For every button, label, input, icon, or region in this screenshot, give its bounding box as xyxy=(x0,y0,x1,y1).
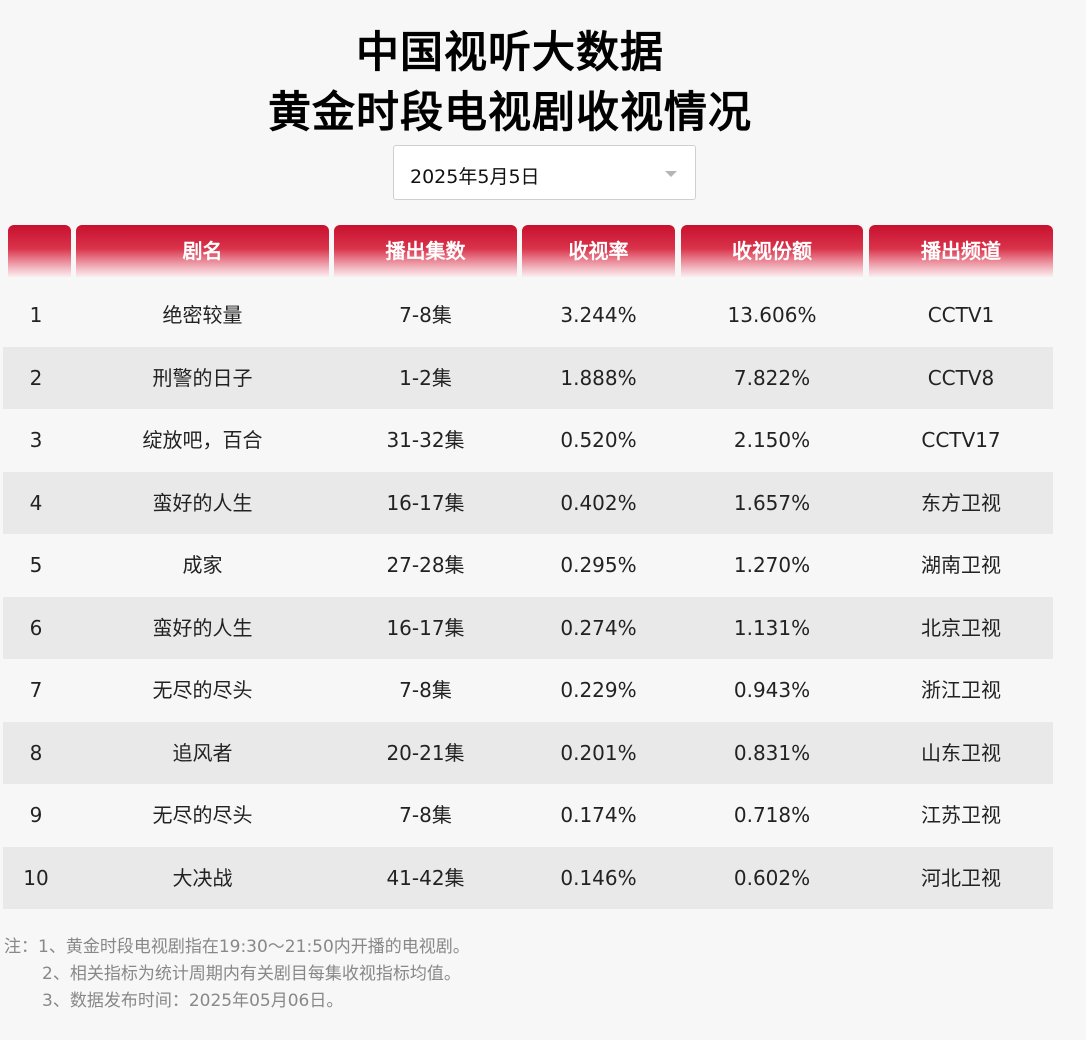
cell-rating: 0.520% xyxy=(560,428,637,452)
note-1: 注：1、黄金时段电视剧指在19:30～21:50内开播的电视剧。 xyxy=(4,937,470,957)
cell-rating: 0.295% xyxy=(560,553,637,577)
cell-channel: 浙江卫视 xyxy=(921,678,1001,702)
cell-rating: 0.274% xyxy=(560,615,637,640)
chevron-down-icon xyxy=(665,171,677,177)
header-episodes: 播出集数 xyxy=(334,225,517,277)
table-row: 5 成家 27-28集 0.295% 1.270% 湖南卫视 xyxy=(3,534,1053,596)
cell-channel: 江苏卫视 xyxy=(921,803,1001,827)
cell-rating: 0.229% xyxy=(560,678,637,702)
table-row: 2 刑警的日子 1-2集 1.888% 7.822% CCTV8 xyxy=(3,346,1053,409)
cell-episodes: 16-17集 xyxy=(386,490,465,515)
cell-episodes: 41-42集 xyxy=(386,865,465,890)
cell-share: 13.606% xyxy=(727,303,817,327)
cell-episodes: 1-2集 xyxy=(399,365,452,390)
notes: 注：1、黄金时段电视剧指在19:30～21:50内开播的电视剧。 2、相关指标为… xyxy=(4,934,470,1015)
cell-title: 成家 xyxy=(182,553,223,577)
cell-rank: 6 xyxy=(29,615,43,640)
cell-rating: 1.888% xyxy=(560,365,637,390)
cell-episodes: 7-8集 xyxy=(399,678,452,702)
cell-title: 追风者 xyxy=(172,740,233,765)
cell-share: 1.270% xyxy=(733,553,811,577)
table-row: 8 追风者 20-21集 0.201% 0.831% 山东卫视 xyxy=(3,721,1053,784)
cell-episodes: 16-17集 xyxy=(386,615,465,640)
cell-share: 7.822% xyxy=(733,365,811,390)
cell-episodes: 7-8集 xyxy=(399,803,452,827)
cell-title: 无尽的尽头 xyxy=(152,803,253,827)
cell-share: 0.602% xyxy=(733,865,811,890)
cell-title: 蛮好的人生 xyxy=(152,615,253,640)
cell-rank: 2 xyxy=(29,365,43,390)
header-channel: 播出频道 xyxy=(869,225,1053,277)
header-rating: 收视率 xyxy=(522,225,675,277)
cell-rank: 5 xyxy=(29,553,43,577)
cell-rating: 0.201% xyxy=(560,740,637,765)
date-select-value: 2025年5月5日 xyxy=(410,166,540,188)
note-3: 3、数据发布时间：2025年05月06日。 xyxy=(42,991,344,1011)
cell-rating: 0.402% xyxy=(560,490,637,515)
cell-share: 2.150% xyxy=(733,428,811,452)
table-row: 7 无尽的尽头 7-8集 0.229% 0.943% 浙江卫视 xyxy=(3,659,1053,721)
cell-title: 大决战 xyxy=(172,865,233,890)
cell-share: 0.831% xyxy=(733,740,811,765)
cell-rating: 3.244% xyxy=(560,303,637,327)
cell-rank: 7 xyxy=(29,678,43,702)
cell-episodes: 7-8集 xyxy=(399,303,452,327)
cell-share: 1.131% xyxy=(733,615,811,640)
cell-share: 0.718% xyxy=(733,803,811,827)
cell-rating: 0.174% xyxy=(560,803,637,827)
cell-rank: 1 xyxy=(29,303,43,327)
cell-channel: 北京卫视 xyxy=(921,615,1001,640)
note-2: 2、相关指标为统计周期内有关剧目每集收视指标均值。 xyxy=(42,964,461,984)
table-row: 1 绝密较量 7-8集 3.244% 13.606% CCTV1 xyxy=(3,284,1053,346)
cell-channel: CCTV8 xyxy=(927,365,995,390)
cell-share: 1.657% xyxy=(733,490,811,515)
cell-rank: 8 xyxy=(29,740,43,765)
table-row: 4 蛮好的人生 16-17集 0.402% 1.657% 东方卫视 xyxy=(3,471,1053,534)
cell-rank: 3 xyxy=(29,428,43,452)
cell-rank: 10 xyxy=(23,865,49,890)
cell-title: 绽放吧，百合 xyxy=(142,428,263,452)
cell-episodes: 27-28集 xyxy=(386,553,465,577)
header-rank xyxy=(8,225,71,277)
cell-rating: 0.146% xyxy=(560,865,637,890)
cell-channel: CCTV1 xyxy=(927,303,995,327)
cell-title: 蛮好的人生 xyxy=(152,490,253,515)
cell-rank: 9 xyxy=(29,803,43,827)
page-title-line1: 中国视听大数据 xyxy=(356,28,664,78)
table-row: 3 绽放吧，百合 31-32集 0.520% 2.150% CCTV17 xyxy=(3,409,1053,471)
table-row: 6 蛮好的人生 16-17集 0.274% 1.131% 北京卫视 xyxy=(3,596,1053,659)
cell-channel: 湖南卫视 xyxy=(921,553,1001,577)
cell-rank: 4 xyxy=(29,490,43,515)
cell-channel: 山东卫视 xyxy=(921,740,1001,765)
header-share: 收视份额 xyxy=(681,225,863,277)
table-row: 10 大决战 41-42集 0.146% 0.602% 河北卫视 xyxy=(3,846,1053,909)
header-title: 剧名 xyxy=(76,225,329,277)
cell-channel: 东方卫视 xyxy=(921,490,1001,515)
cell-title: 绝密较量 xyxy=(162,303,243,327)
cell-episodes: 20-21集 xyxy=(386,740,465,765)
page-title-line2: 黄金时段电视剧收视情况 xyxy=(268,88,752,138)
cell-title: 无尽的尽头 xyxy=(152,678,253,702)
cell-episodes: 31-32集 xyxy=(386,428,465,452)
table-row: 9 无尽的尽头 7-8集 0.174% 0.718% 江苏卫视 xyxy=(3,784,1053,846)
cell-title: 刑警的日子 xyxy=(152,365,253,390)
cell-channel: CCTV17 xyxy=(921,428,1001,452)
cell-share: 0.943% xyxy=(733,678,811,702)
cell-channel: 河北卫视 xyxy=(921,865,1001,890)
date-select[interactable]: 2025年5月5日 xyxy=(393,145,696,200)
